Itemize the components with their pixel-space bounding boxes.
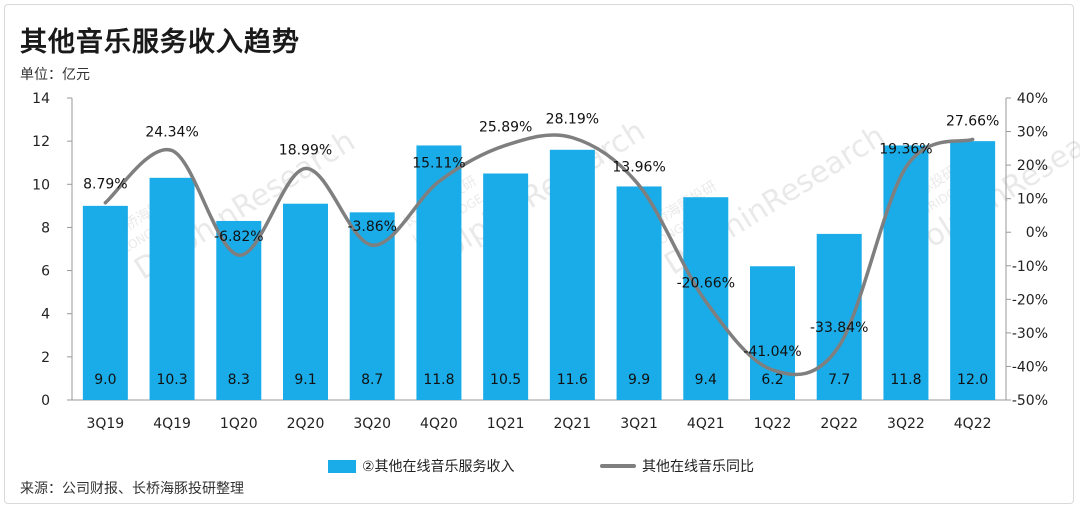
- bar-data-label: 9.4: [695, 372, 717, 388]
- legend-swatch-line: [600, 464, 636, 468]
- y-right-tick-label: -10%: [1012, 259, 1048, 275]
- y-right-tick-label: 30%: [1017, 125, 1048, 141]
- bar-data-label: 12.0: [957, 372, 988, 388]
- bar-3Q22: [883, 145, 929, 400]
- yoy-point-4Q22: [971, 137, 975, 141]
- yoy-data-label: 25.89%: [479, 119, 532, 135]
- x-tick-label: 1Q21: [487, 416, 525, 432]
- bar-2Q20: [283, 203, 328, 400]
- bar-data-label: 9.1: [294, 372, 316, 388]
- x-tick-label: 4Q22: [954, 416, 992, 432]
- x-tick-label: 1Q20: [220, 416, 258, 432]
- y-left-tick-label: 12: [32, 134, 50, 150]
- y-right-tick-label: 10%: [1017, 192, 1048, 208]
- y-left-tick-label: 14: [32, 91, 50, 107]
- y-right-tick-label: 0%: [1026, 225, 1048, 241]
- yoy-data-label: -3.86%: [347, 219, 397, 235]
- x-tick-label: 2Q20: [287, 416, 325, 432]
- bar-4Q22: [950, 141, 996, 400]
- chart-frame: [4, 4, 1074, 504]
- x-tick-label: 3Q19: [86, 416, 124, 432]
- y-right-tick-label: -40%: [1012, 359, 1048, 375]
- bar-3Q21: [616, 186, 662, 400]
- x-tick-label: 4Q20: [420, 416, 458, 432]
- x-tick-label: 3Q22: [887, 416, 925, 432]
- y-right-tick-label: 40%: [1017, 91, 1048, 107]
- y-right-tick-label: 20%: [1017, 158, 1048, 174]
- yoy-data-label: 8.79%: [83, 177, 127, 193]
- bar-4Q20: [416, 145, 462, 400]
- chart-title: 其他音乐服务收入趋势: [20, 27, 300, 58]
- x-tick-label: 3Q20: [353, 416, 391, 432]
- bar-data-label: 8.3: [228, 372, 250, 388]
- bar-data-label: 11.8: [423, 372, 454, 388]
- y-left-tick-label: 2: [41, 350, 50, 366]
- yoy-point-1Q22: [771, 368, 774, 372]
- bar-data-label: 7.7: [828, 372, 850, 388]
- x-tick-label: 4Q19: [153, 416, 191, 432]
- bar-1Q22: [750, 266, 795, 400]
- yoy-point-2Q21: [570, 136, 574, 140]
- bar-3Q19: [82, 205, 128, 400]
- yoy-data-label: -33.84%: [810, 320, 868, 336]
- x-tick-label: 1Q22: [754, 416, 792, 432]
- bar-4Q19: [149, 177, 195, 400]
- yoy-point-2Q22: [837, 344, 841, 348]
- y-right-tick-label: -20%: [1012, 292, 1048, 308]
- legend-label-bar: ②其他在线音乐服务收入: [362, 459, 515, 475]
- x-tick-label: 4Q21: [687, 416, 725, 432]
- x-tick-label: 2Q21: [553, 416, 591, 432]
- yoy-point-2Q20: [304, 167, 307, 171]
- bar-1Q21: [483, 173, 529, 400]
- yoy-data-label: 27.66%: [946, 113, 999, 129]
- legend-swatch-bar: [328, 459, 356, 473]
- legend-item-bar: ②其他在线音乐服务收入: [328, 456, 515, 476]
- yoy-data-label: 13.96%: [612, 159, 665, 175]
- yoy-point-3Q21: [637, 183, 641, 187]
- y-left-tick-label: 8: [41, 220, 50, 236]
- yoy-point-4Q19: [170, 149, 174, 153]
- y-left-tick-label: 4: [41, 307, 50, 323]
- y-left-tick-label: 0: [41, 393, 50, 409]
- yoy-data-label: -41.04%: [743, 344, 801, 360]
- yoy-data-label: 28.19%: [546, 112, 599, 128]
- yoy-point-3Q22: [904, 165, 908, 169]
- yoy-point-4Q20: [437, 180, 441, 184]
- yoy-point-4Q21: [704, 300, 708, 304]
- bar-1Q20: [216, 220, 262, 400]
- yoy-point-1Q21: [504, 143, 508, 147]
- bar-data-label: 10.3: [156, 372, 187, 388]
- legend-label-line: 其他在线音乐同比: [642, 459, 754, 475]
- x-tick-label: 2Q22: [820, 416, 858, 432]
- yoy-point-3Q20: [370, 243, 374, 247]
- legend-item-line: 其他在线音乐同比: [600, 456, 754, 476]
- yoy-data-label: 18.99%: [279, 143, 332, 159]
- bar-data-label: 10.5: [490, 372, 521, 388]
- yoy-data-label: 24.34%: [145, 125, 198, 141]
- bar-data-label: 11.6: [557, 372, 588, 388]
- source-note: 来源：公司财报、长桥海豚投研整理: [20, 481, 244, 497]
- bar-data-label: 8.7: [361, 372, 383, 388]
- x-tick-label: 3Q21: [620, 416, 658, 432]
- bar-data-label: 6.2: [761, 372, 783, 388]
- y-right-tick-label: -30%: [1012, 326, 1048, 342]
- bar-2Q21: [549, 149, 595, 400]
- bar-data-label: 9.0: [94, 372, 116, 388]
- bar-data-label: 9.9: [628, 372, 650, 388]
- y-right-tick-label: -50%: [1012, 393, 1048, 409]
- yoy-point-3Q19: [103, 201, 107, 205]
- y-left-tick-label: 10: [32, 177, 50, 193]
- y-left-tick-label: 6: [41, 264, 50, 280]
- unit-label: 单位：亿元: [20, 67, 90, 83]
- yoy-data-label: 19.36%: [879, 141, 932, 157]
- yoy-data-label: -6.82%: [214, 229, 264, 245]
- yoy-data-label: -20.66%: [677, 276, 735, 292]
- yoy-data-label: 15.11%: [412, 156, 465, 172]
- yoy-point-1Q20: [237, 253, 241, 257]
- bar-data-label: 11.8: [890, 372, 921, 388]
